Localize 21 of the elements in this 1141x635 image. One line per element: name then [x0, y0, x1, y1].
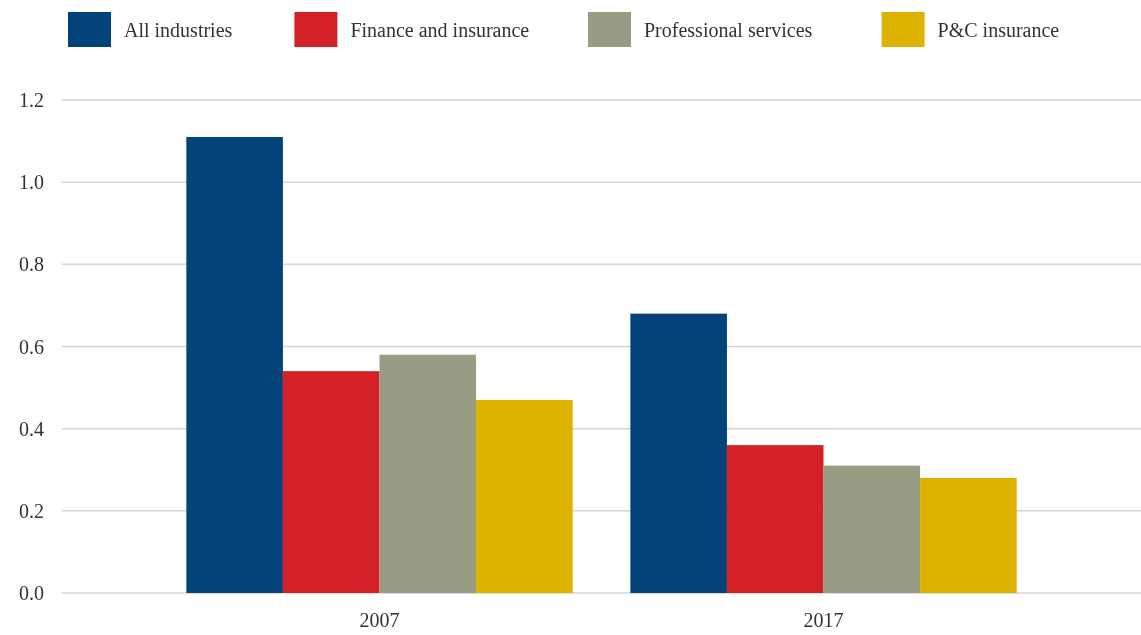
y-tick-label: 0.0 [19, 582, 44, 604]
legend-label: Professional services [644, 19, 813, 41]
y-tick-label: 0.6 [19, 335, 44, 358]
legend-label: P&C insurance [937, 19, 1060, 41]
y-tick-label: 0.2 [19, 499, 44, 522]
x-tick-label: 2017 [803, 609, 844, 631]
legend-label: All industries [124, 19, 233, 41]
y-tick-label: 1.0 [19, 171, 44, 194]
bar [823, 465, 921, 593]
bar [186, 136, 283, 593]
bar [920, 477, 1017, 593]
y-tick-label: 1.2 [19, 89, 44, 111]
bar [379, 354, 477, 593]
legend-label: Finance and insurance [350, 19, 530, 41]
y-tick-label: 0.8 [19, 253, 44, 276]
bar [630, 313, 727, 593]
x-tick-label: 2007 [359, 609, 400, 631]
bar [476, 399, 573, 593]
y-tick-label: 0.4 [19, 417, 44, 440]
bar [726, 445, 824, 593]
bar [282, 371, 380, 593]
